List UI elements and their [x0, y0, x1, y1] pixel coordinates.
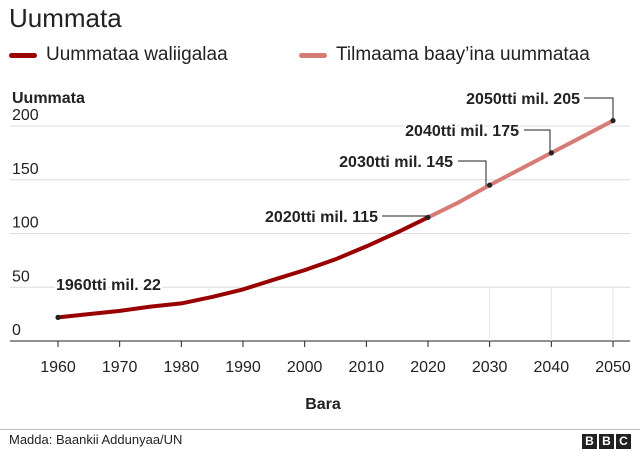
annotation-label: 2030tti mil. 145 [339, 154, 453, 171]
x-axis-label: Bara [305, 396, 341, 413]
legend-label-projection: Tilmaama baay’ina uummataa [336, 44, 590, 65]
y-tick-label: 150 [12, 161, 39, 178]
annotation-leader [524, 129, 551, 152]
x-tick-label: 2030 [472, 359, 508, 376]
annotation-label: 2050tti mil. 205 [466, 91, 580, 108]
x-tick-label: 1980 [164, 359, 200, 376]
legend-swatch-projection [299, 52, 327, 58]
legend: Uummataa waliigalaa Tilmaama baay’ina uu… [9, 44, 639, 68]
annotation-marker [487, 182, 493, 188]
bbc-logo-c: C [616, 434, 631, 449]
annotation-marker [548, 150, 554, 156]
y-axis-label: Uummata [12, 90, 85, 107]
x-tick-label: 2000 [287, 359, 323, 376]
annotation-marker [610, 118, 616, 124]
y-tick-label: 200 [12, 107, 39, 124]
annotation-label: 2020tti mil. 115 [265, 209, 378, 226]
series-line-projection [426, 118, 615, 220]
y-tick-label: 50 [12, 268, 30, 285]
annotation-leader [584, 97, 614, 121]
x-tick-label: 2010 [349, 359, 385, 376]
legend-item-total: Uummataa waliigalaa [9, 44, 228, 66]
bbc-logo: B B C [582, 434, 631, 449]
line-chart: Uummata Bara 0 50 100 150 200 1960tti mil. 2… [10, 89, 631, 413]
x-tick-label: 1960 [40, 359, 76, 376]
annotation-marker [425, 214, 431, 220]
source-note: Madda: Baankii Addunyaa/UN [9, 432, 183, 447]
annotation-label: 2040tti mil. 175 [405, 123, 519, 140]
legend-swatch-total [9, 52, 37, 58]
x-tick-label: 2020 [410, 359, 446, 376]
bbc-logo-b2: B [599, 434, 614, 449]
legend-label-total: Uummataa waliigalaa [46, 44, 228, 65]
x-tick-label: 1990 [225, 359, 261, 376]
y-tick-label: 0 [12, 322, 21, 339]
chart-title: Uummata [9, 3, 122, 33]
bbc-logo-b1: B [582, 434, 597, 449]
y-tick-label: 100 [12, 215, 39, 232]
x-tick-label: 2050 [595, 359, 631, 376]
annotation-label: 1960tti mil. 22 [56, 277, 161, 294]
annotation-leader [458, 160, 487, 186]
annotation-marker [55, 314, 61, 320]
x-tick-label: 1970 [102, 359, 138, 376]
x-tick-label: 2040 [534, 359, 570, 376]
series-line-total [56, 215, 430, 320]
footer-divider [0, 429, 640, 430]
legend-item-projection: Tilmaama baay’ina uummataa [299, 44, 590, 66]
